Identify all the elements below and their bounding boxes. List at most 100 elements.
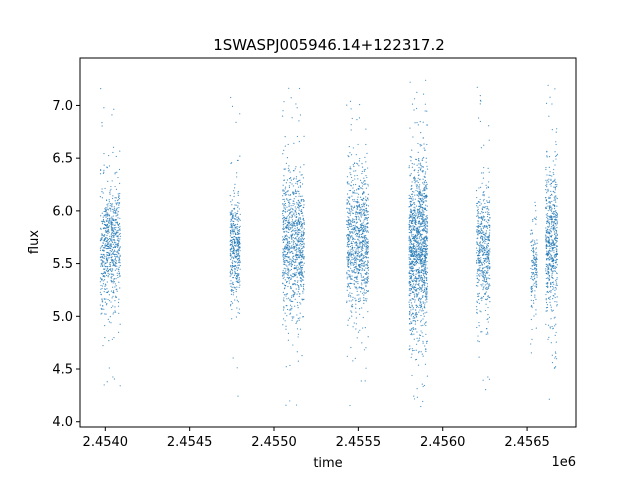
data-point (109, 265, 111, 268)
data-point (478, 245, 481, 247)
data-point (298, 140, 300, 143)
data-point (102, 344, 104, 347)
data-point (290, 198, 292, 200)
data-point (100, 228, 102, 230)
data-point (409, 283, 411, 286)
data-point (298, 209, 300, 211)
data-point (422, 318, 424, 320)
data-point (110, 227, 112, 229)
data-point (420, 211, 423, 214)
data-point (101, 122, 103, 124)
data-point (365, 300, 368, 302)
data-point (112, 305, 114, 307)
data-point (486, 299, 488, 301)
data-point (108, 243, 110, 245)
data-point (234, 225, 236, 227)
data-point (101, 239, 103, 241)
data-point (535, 285, 538, 288)
data-point (424, 179, 427, 182)
data-point (409, 214, 411, 216)
data-point (363, 264, 365, 266)
data-point (365, 278, 368, 280)
data-point (292, 202, 294, 205)
data-point (364, 180, 366, 182)
data-point (233, 248, 235, 250)
data-point (353, 170, 355, 172)
data-point (422, 310, 424, 312)
data-point (229, 239, 232, 241)
data-point (416, 250, 418, 252)
data-point (284, 312, 286, 314)
data-point (287, 274, 289, 276)
data-point (108, 242, 110, 244)
data-point (357, 245, 359, 247)
data-point (410, 242, 412, 244)
data-point (535, 257, 538, 260)
data-point (119, 182, 121, 184)
data-point (361, 236, 363, 238)
data-point (112, 208, 114, 210)
data-point (300, 284, 302, 286)
data-point (489, 232, 491, 234)
data-point (282, 220, 285, 222)
data-point (293, 273, 296, 275)
data-point (346, 258, 348, 260)
data-point (423, 229, 425, 231)
data-point (481, 274, 483, 276)
data-point (367, 336, 369, 338)
data-point (285, 182, 287, 184)
data-point (286, 308, 289, 311)
data-point (111, 223, 113, 225)
data-point (488, 219, 490, 221)
data-point (425, 184, 427, 186)
data-point (111, 259, 113, 262)
data-point (367, 242, 369, 244)
data-point (414, 169, 416, 171)
data-point (288, 280, 290, 282)
data-point (298, 256, 301, 258)
data-point (231, 252, 234, 254)
data-point (412, 136, 414, 138)
data-point (282, 218, 284, 220)
data-point (237, 266, 239, 269)
data-point (290, 309, 292, 311)
data-point (410, 215, 413, 217)
data-point (410, 240, 412, 242)
data-point (358, 188, 360, 190)
data-point (482, 254, 484, 257)
data-point (476, 326, 478, 329)
data-point (347, 274, 349, 276)
data-point (106, 381, 108, 383)
data-point (548, 218, 550, 220)
data-point (482, 242, 484, 244)
data-point (111, 219, 113, 221)
data-point (230, 162, 233, 164)
data-point (410, 260, 413, 262)
data-point (230, 222, 232, 225)
data-point (110, 222, 113, 224)
data-point (485, 291, 487, 293)
data-point (283, 149, 285, 151)
data-point (229, 271, 231, 273)
data-point (360, 216, 362, 218)
data-point (116, 288, 118, 290)
data-point (229, 235, 231, 237)
data-point (484, 309, 487, 312)
data-point (477, 269, 479, 271)
data-point (408, 167, 410, 169)
data-point (361, 243, 363, 245)
data-point (419, 254, 422, 256)
data-point (239, 280, 241, 282)
data-point (355, 263, 357, 265)
data-point (418, 298, 420, 300)
data-point (233, 231, 236, 233)
data-point (353, 206, 356, 209)
data-point (102, 227, 105, 230)
data-point (422, 335, 424, 337)
data-point (351, 195, 353, 197)
data-point (366, 267, 369, 270)
data-point (408, 272, 410, 274)
data-point (358, 259, 360, 261)
data-point (366, 279, 369, 281)
data-point (476, 249, 478, 252)
